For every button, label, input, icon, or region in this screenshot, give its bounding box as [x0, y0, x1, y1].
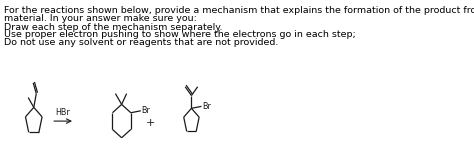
Text: HBr: HBr	[56, 108, 71, 117]
Text: For the reactions shown below, provide a mechanism that explains the formation o: For the reactions shown below, provide a…	[4, 6, 474, 15]
Text: Draw each step of the mechanism separately.: Draw each step of the mechanism separate…	[4, 23, 222, 32]
Text: material. In your answer make sure you:: material. In your answer make sure you:	[4, 14, 197, 23]
Text: Br: Br	[202, 102, 211, 111]
Text: Br: Br	[141, 106, 150, 115]
Text: +: +	[146, 118, 155, 128]
Text: Use proper electron pushing to show where the electrons go in each step;: Use proper electron pushing to show wher…	[4, 30, 355, 39]
Text: Do not use any solvent or reagents that are not provided.: Do not use any solvent or reagents that …	[4, 38, 278, 47]
